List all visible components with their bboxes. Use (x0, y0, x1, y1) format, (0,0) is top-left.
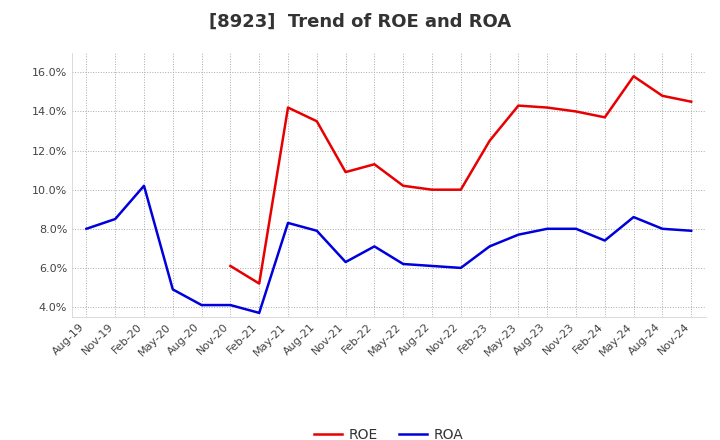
ROA (485, 244, 494, 249)
ROA (456, 265, 465, 271)
ROE (629, 73, 638, 79)
ROE (543, 105, 552, 110)
ROA (658, 226, 667, 231)
ROA (514, 232, 523, 237)
Text: [8923]  Trend of ROE and ROA: [8923] Trend of ROE and ROA (209, 13, 511, 31)
ROA (111, 216, 120, 222)
ROA (629, 214, 638, 220)
ROA (168, 287, 177, 292)
ROA (341, 260, 350, 265)
ROE (485, 138, 494, 143)
Legend: ROE, ROA: ROE, ROA (309, 422, 469, 440)
ROE (600, 115, 609, 120)
ROE (341, 169, 350, 175)
ROA (572, 226, 580, 231)
ROE (572, 109, 580, 114)
ROA (226, 302, 235, 308)
ROE (687, 99, 696, 104)
ROA (399, 261, 408, 267)
ROE (514, 103, 523, 108)
ROA (428, 263, 436, 268)
ROE (399, 183, 408, 188)
ROA (255, 310, 264, 315)
ROE (284, 105, 292, 110)
ROE (428, 187, 436, 192)
ROA (600, 238, 609, 243)
ROA (370, 244, 379, 249)
ROA (543, 226, 552, 231)
ROA (312, 228, 321, 233)
ROA (687, 228, 696, 233)
ROE (226, 263, 235, 268)
ROA (197, 302, 206, 308)
ROE (312, 119, 321, 124)
ROA (82, 226, 91, 231)
ROE (658, 93, 667, 99)
ROE (255, 281, 264, 286)
Line: ROE: ROE (230, 76, 691, 283)
ROE (456, 187, 465, 192)
Line: ROA: ROA (86, 186, 691, 313)
ROA (140, 183, 148, 188)
ROE (370, 161, 379, 167)
ROA (284, 220, 292, 226)
